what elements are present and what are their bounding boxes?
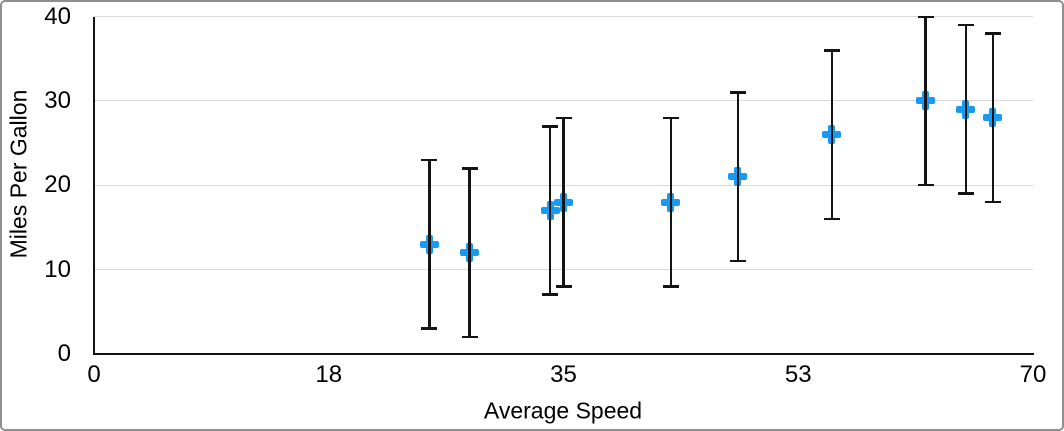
error-bar-cap-bottom: [957, 192, 974, 195]
y-tick-label: 10: [44, 255, 71, 283]
error-bar-cap-top: [917, 15, 934, 18]
error-bar-line: [669, 117, 673, 287]
x-axis-title: Average Speed: [483, 397, 643, 424]
error-bar-cap-top: [555, 116, 572, 120]
y-tick-label: 40: [44, 2, 71, 30]
error-bar-line: [964, 24, 968, 194]
x-tick-label: 35: [550, 361, 577, 388]
error-bar-line: [468, 168, 471, 338]
x-tick-label: 70: [1019, 361, 1047, 388]
error-bar-cap-bottom: [917, 183, 934, 187]
error-bar-cap-top: [542, 125, 559, 128]
y-axis-line: [92, 16, 96, 356]
error-bar-line: [562, 117, 565, 287]
error-bar-line: [428, 159, 431, 329]
error-bar-cap-top: [662, 116, 679, 120]
error-bar-cap-bottom: [461, 335, 478, 339]
error-bar-cap-top: [461, 167, 478, 170]
error-bar-cap-bottom: [984, 200, 1001, 204]
error-bar-cap-bottom: [555, 285, 572, 288]
y-gridline: [94, 16, 1033, 17]
error-bar-line: [924, 16, 927, 186]
error-bar-line: [991, 33, 994, 203]
error-bar-line: [736, 92, 740, 262]
y-gridline: [94, 100, 1033, 102]
error-bar-cap-top: [823, 49, 840, 52]
x-tick-label: 53: [784, 361, 812, 388]
error-bar-cap-top: [421, 158, 438, 162]
error-bar-cap-top: [729, 91, 746, 94]
error-bar-cap-bottom: [542, 293, 559, 296]
error-bar-cap-top: [957, 23, 974, 27]
error-bar-cap-bottom: [662, 285, 679, 288]
error-bar-line: [830, 50, 834, 219]
y-tick-label: 30: [44, 86, 71, 114]
error-bar-cap-bottom: [823, 217, 840, 220]
error-bar-line: [548, 126, 552, 295]
y-tick-label: 0: [57, 340, 71, 367]
x-axis-line: [92, 352, 1035, 356]
y-tick-label: 20: [44, 171, 71, 199]
x-tick-label: 0: [87, 361, 101, 388]
error-bar-cap-bottom: [729, 259, 746, 263]
error-bar-cap-top: [984, 32, 1001, 35]
x-tick-label: 18: [315, 361, 343, 388]
error-bar-cap-bottom: [421, 327, 438, 330]
